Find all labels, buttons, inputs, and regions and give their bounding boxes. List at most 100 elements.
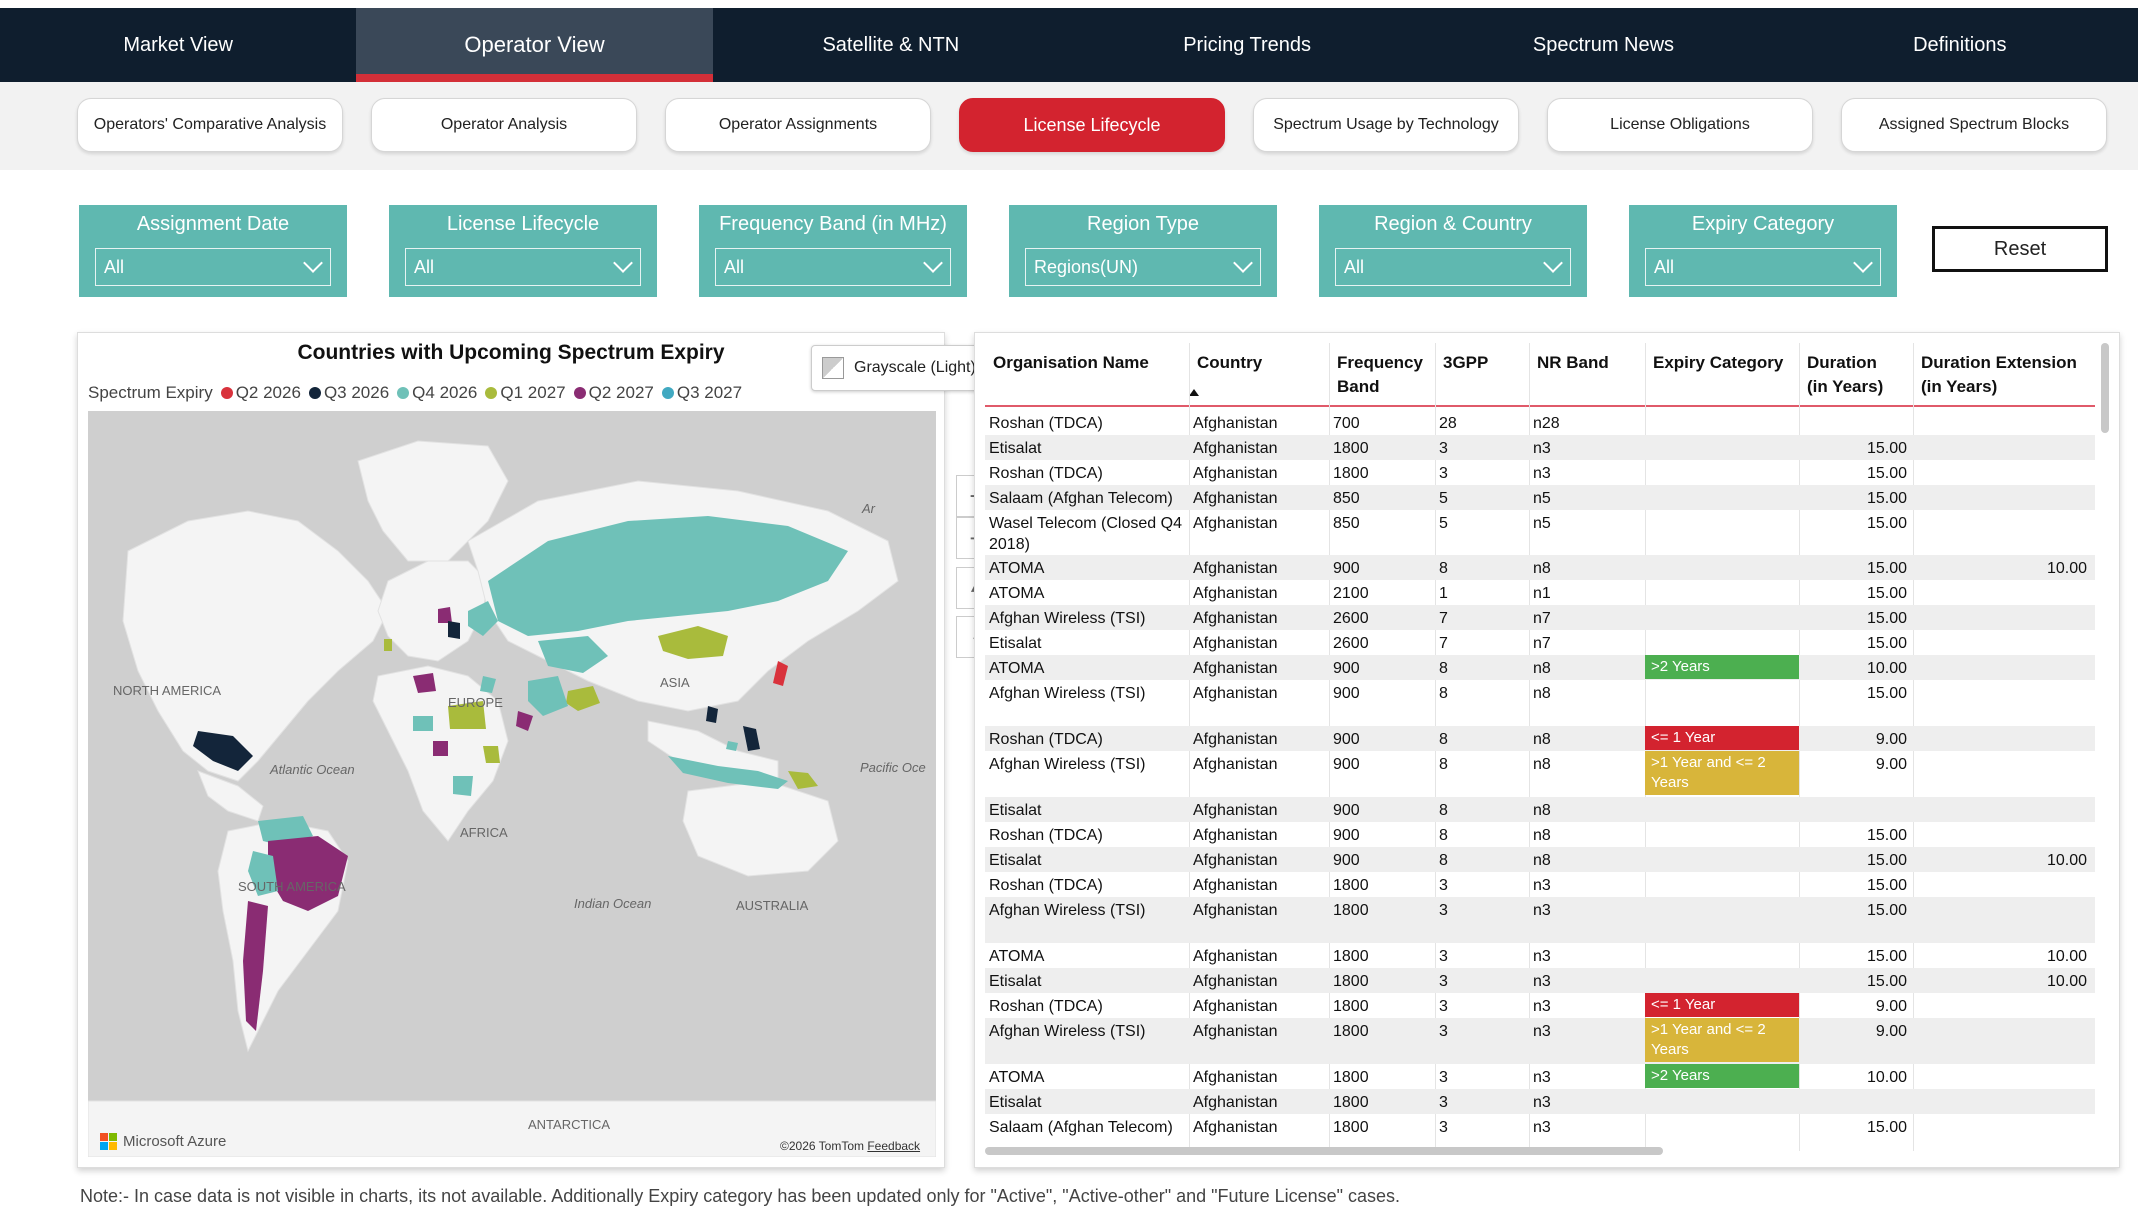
header-expiry-category[interactable]: Expiry Category — [1653, 351, 1783, 375]
table-row[interactable]: ATOMA Afghanistan 2100 1 n1 15.00 — [985, 580, 2095, 605]
frequency-band-dropdown[interactable]: All — [715, 248, 951, 286]
cell-country: Afghanistan — [1193, 660, 1278, 677]
table-row[interactable]: Roshan (TDCA) Afghanistan 700 28 n28 — [985, 410, 2095, 435]
table-row[interactable]: Etisalat Afghanistan 2600 7 n7 15.00 — [985, 630, 2095, 655]
filter-title: License Lifecycle — [446, 213, 600, 235]
cell-country: Afghanistan — [1193, 560, 1278, 577]
table-row[interactable]: Roshan (TDCA) Afghanistan 1800 3 n3 15.00 — [985, 460, 2095, 485]
subtab-license-lifecycle[interactable]: License Lifecycle — [959, 98, 1225, 152]
tab-market-view[interactable]: Market View — [123, 33, 233, 56]
header-line1: NR Band — [1537, 353, 1609, 372]
tab-definitions[interactable]: Definitions — [1913, 33, 2007, 56]
legend-item: Q3 2026 — [308, 383, 389, 403]
subtab-operator-analysis[interactable]: Operator Analysis — [371, 98, 637, 152]
cell-org: Afghan Wireless (TSI) — [989, 756, 1146, 773]
expiry-badge: >1 Year and <= 2 Years — [1645, 1018, 1799, 1062]
table-row[interactable]: Wasel Telecom (Closed Q4 2018) Afghanista… — [985, 510, 2095, 555]
table-row[interactable]: ATOMA Afghanistan 1800 3 n3 10.00 >2 Years — [985, 1064, 2095, 1089]
cell-country: Afghanistan — [1193, 1119, 1278, 1136]
subtab-operator-assignments[interactable]: Operator Assignments — [665, 98, 931, 152]
filter-frequency-band: Frequency Band (in MHz) All — [699, 205, 967, 297]
header-3gpp[interactable]: 3GPP — [1443, 351, 1488, 375]
cell-dur: 15.00 — [1866, 685, 1907, 702]
subtab-license-obligations[interactable]: License Obligations — [1547, 98, 1813, 152]
table-row[interactable]: ATOMA Afghanistan 1800 3 n3 15.00 10.00 — [985, 943, 2095, 968]
cell-freq: 1800 — [1333, 902, 1369, 919]
horizontal-scrollbar[interactable] — [985, 1147, 1663, 1155]
table-row[interactable]: Roshan (TDCA) Afghanistan 1800 3 n3 9.00 <= 1 … — [985, 993, 2095, 1018]
table-row[interactable]: ATOMA Afghanistan 900 8 n8 15.00 10.00 — [985, 555, 2095, 580]
country-peru-bolivia — [248, 851, 278, 896]
header-nr-band[interactable]: NR Band — [1537, 351, 1609, 375]
subtab-spectrum-usage-by-technology[interactable]: Spectrum Usage by Technology — [1253, 98, 1519, 152]
table-row[interactable]: Afghan Wireless (TSI) Afghanistan 1800 3 n3 9… — [985, 1018, 2095, 1064]
cell-org: Etisalat — [989, 635, 1042, 652]
subtab-operators-comparative-analysis[interactable]: Operators' Comparative Analysis — [77, 98, 343, 152]
tab-spectrum-news[interactable]: Spectrum News — [1532, 33, 1675, 56]
license-lifecycle-dropdown[interactable]: All — [405, 248, 641, 286]
sort-ascending-icon — [1189, 389, 1199, 396]
header-frequency-band[interactable]: Frequency Band — [1337, 351, 1423, 399]
cell-org: Wasel Telecom (Closed Q4 2018) — [989, 515, 1182, 553]
region-type-dropdown[interactable]: Regions(UN) — [1025, 248, 1261, 286]
cell-dur: 15.00 — [1866, 440, 1907, 457]
country-mongolia — [658, 626, 728, 659]
cell-ext: 10.00 — [2046, 948, 2087, 965]
table-row[interactable]: Roshan (TDCA) Afghanistan 1800 3 n3 15.00 — [985, 872, 2095, 897]
cell-nr: n3 — [1533, 877, 1551, 894]
cell-gpp: 5 — [1439, 515, 1448, 532]
cell-gpp: 3 — [1439, 902, 1448, 919]
cell-gpp: 8 — [1439, 827, 1448, 844]
cell-org: ATOMA — [989, 1069, 1045, 1086]
table-row[interactable]: Etisalat Afghanistan 900 8 n8 15.00 10.00 — [985, 847, 2095, 872]
table-row[interactable]: Afghan Wireless (TSI) Afghanistan 900 8 n8 9.… — [985, 751, 2095, 797]
cell-dur: 15.00 — [1866, 973, 1907, 990]
table-row[interactable]: Etisalat Afghanistan 1800 3 n3 — [985, 1089, 2095, 1114]
cell-ext: 10.00 — [2046, 560, 2087, 577]
country-poland — [448, 621, 460, 639]
vertical-scrollbar[interactable] — [2101, 343, 2109, 433]
tab-satellite-ntn[interactable]: Satellite & NTN — [822, 33, 960, 56]
header-country[interactable]: Country — [1197, 351, 1262, 375]
cell-country: Afghanistan — [1193, 902, 1278, 919]
map-style-button[interactable]: Grayscale (Light) — [811, 345, 999, 391]
cell-country: Afghanistan — [1193, 415, 1278, 432]
subtab-assigned-spectrum-blocks[interactable]: Assigned Spectrum Blocks — [1841, 98, 2107, 152]
table-row[interactable]: Etisalat Afghanistan 900 8 n8 — [985, 797, 2095, 822]
cell-freq: 850 — [1333, 490, 1360, 507]
table-row[interactable]: Afghan Wireless (TSI) Afghanistan 900 8 n8 15… — [985, 680, 2095, 726]
chevron-down-icon — [923, 253, 943, 273]
cell-freq: 1800 — [1333, 1094, 1369, 1111]
cell-country: Afghanistan — [1193, 1094, 1278, 1111]
tab-pricing-trends[interactable]: Pricing Trends — [1183, 33, 1312, 56]
table-row[interactable]: Roshan (TDCA) Afghanistan 900 8 n8 9.00 <= 1 Y… — [985, 726, 2095, 751]
region-country-dropdown[interactable]: All — [1335, 248, 1571, 286]
country-iran — [528, 676, 568, 716]
legend-item: Q4 2026 — [397, 383, 477, 403]
feedback-link[interactable]: Feedback — [867, 1139, 921, 1153]
tab-operator-view[interactable]: Operator View — [356, 8, 713, 82]
table-row[interactable]: Afghan Wireless (TSI) Afghanistan 1800 3 n3 1… — [985, 897, 2095, 943]
header-line2: (in Years) — [1921, 377, 1998, 396]
cell-freq: 900 — [1333, 685, 1360, 702]
header-organisation-name[interactable]: Organisation Name — [993, 351, 1149, 375]
header-duration-extension[interactable]: Duration Extension (in Years) — [1921, 351, 2077, 399]
table-row[interactable]: Roshan (TDCA) Afghanistan 900 8 n8 15.00 — [985, 822, 2095, 847]
reset-button[interactable]: Reset — [1932, 226, 2108, 272]
label-indian: Indian Ocean — [574, 896, 651, 911]
label-north-america: NORTH AMERICA — [113, 683, 221, 698]
world-map[interactable]: NORTH AMERICA SOUTH AMERICA EUROPE AFRIC… — [88, 411, 936, 1157]
land-north-america — [122, 510, 389, 782]
expiry-category-dropdown[interactable]: All — [1645, 248, 1881, 286]
table-row[interactable]: ATOMA Afghanistan 900 8 n8 10.00 >2 Years — [985, 655, 2095, 680]
table-row[interactable]: Afghan Wireless (TSI) Afghanistan 2600 7 n7 1… — [985, 605, 2095, 630]
table-row[interactable]: Salaam (Afghan Telecom) Afghanistan 850 5 n5… — [985, 485, 2095, 510]
filter-region-type: Region Type Regions(UN) — [1009, 205, 1277, 297]
assignment-date-dropdown[interactable]: All — [95, 248, 331, 286]
map-style-label: Grayscale (Light) — [854, 359, 976, 376]
table-row[interactable]: Salaam (Afghan Telecom) Afghanistan 1800 3 n… — [985, 1114, 2095, 1139]
table-row[interactable]: Etisalat Afghanistan 1800 3 n3 15.00 — [985, 435, 2095, 460]
table-row[interactable]: Etisalat Afghanistan 1800 3 n3 15.00 10.00 — [985, 968, 2095, 993]
header-duration[interactable]: Duration (in Years) — [1807, 351, 1883, 399]
country-mexico — [193, 731, 253, 771]
